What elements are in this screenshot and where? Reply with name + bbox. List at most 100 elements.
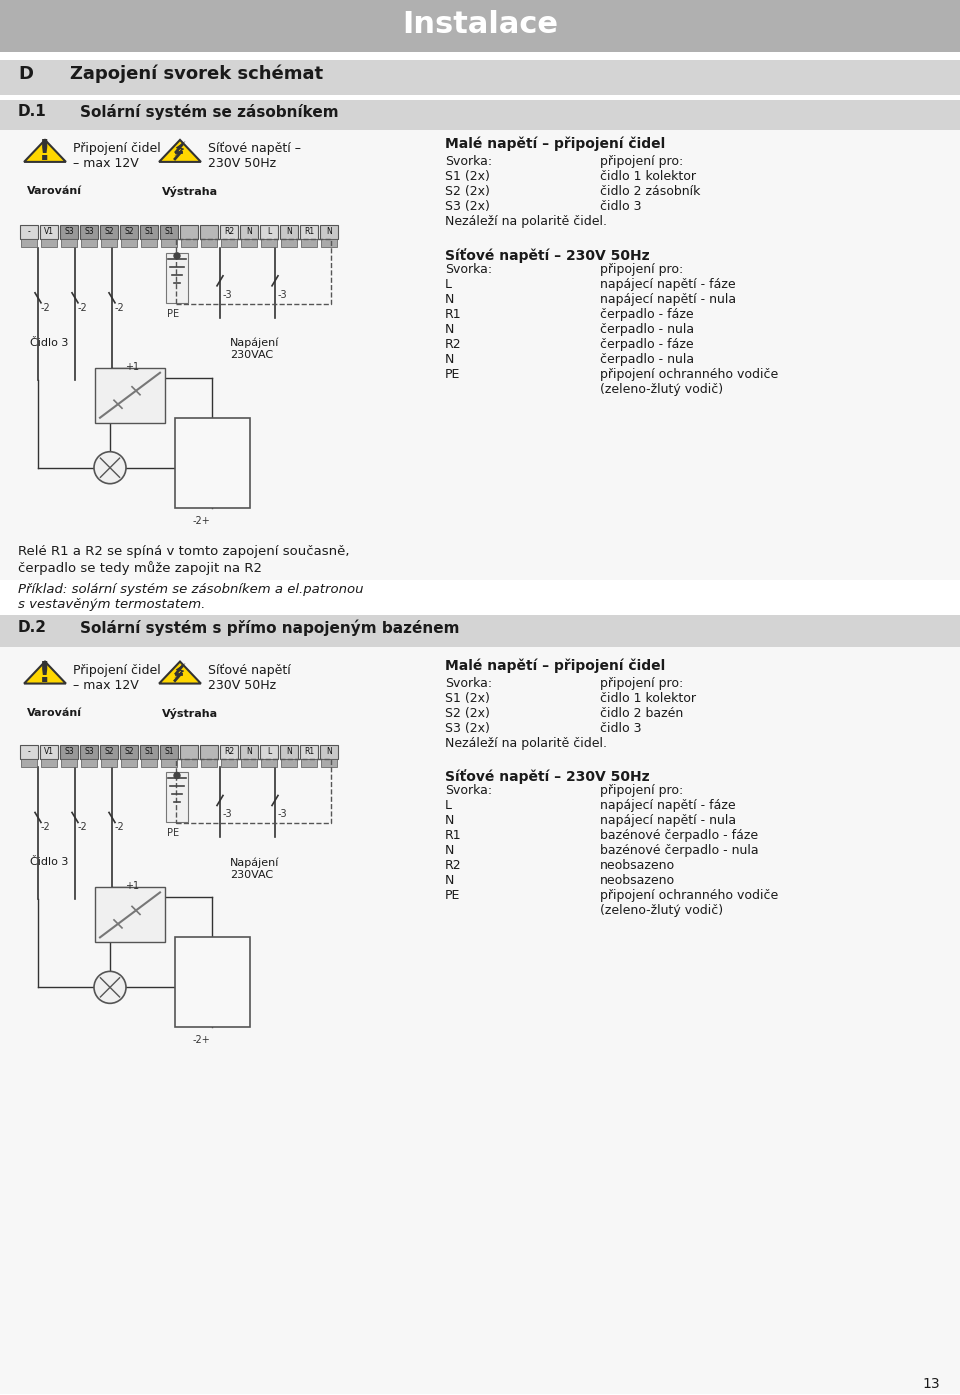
Text: R2: R2 <box>224 746 234 756</box>
Text: neobsazeno: neobsazeno <box>600 859 675 872</box>
Text: S1: S1 <box>164 746 174 756</box>
Bar <box>141 239 157 247</box>
Text: -2: -2 <box>78 823 87 833</box>
Bar <box>280 225 298 239</box>
Text: ⚡: ⚡ <box>172 141 186 160</box>
Polygon shape <box>24 661 66 684</box>
Text: PE: PE <box>445 890 461 903</box>
Bar <box>0 0 960 52</box>
Bar <box>180 745 198 759</box>
Text: připojení pro:: připojení pro: <box>600 262 684 276</box>
Text: S2 (2x): S2 (2x) <box>445 706 490 720</box>
Bar <box>181 759 197 767</box>
Bar <box>260 225 278 239</box>
Text: Svorka:: Svorka: <box>445 784 492 798</box>
Bar <box>121 759 137 767</box>
Text: Výstraha: Výstraha <box>162 707 218 718</box>
Bar <box>220 225 238 239</box>
Bar <box>95 887 165 943</box>
Text: napájecí napětí - nula: napájecí napětí - nula <box>600 815 736 827</box>
Text: S3 (2x): S3 (2x) <box>445 721 490 735</box>
Text: R1: R1 <box>445 308 462 321</box>
Bar <box>40 745 58 759</box>
Bar <box>320 745 338 759</box>
Text: Čidlo 3: Čidlo 3 <box>30 858 68 868</box>
Text: N: N <box>246 746 252 756</box>
Text: -3: -3 <box>223 290 232 300</box>
Text: připojení pro:: připojení pro: <box>600 155 684 167</box>
Text: čidlo 1 kolektor: čidlo 1 kolektor <box>600 692 696 704</box>
Text: Síťové napětí – 230V 50Hz: Síťové napětí – 230V 50Hz <box>445 248 650 262</box>
Bar <box>61 239 77 247</box>
Bar <box>61 759 77 767</box>
Text: S2: S2 <box>124 746 133 756</box>
Bar <box>0 130 960 579</box>
Text: S1 (2x): S1 (2x) <box>445 170 490 183</box>
Text: S3: S3 <box>64 227 74 236</box>
Bar <box>95 368 165 423</box>
Bar <box>161 759 177 767</box>
Bar <box>140 745 158 759</box>
Text: Síťové napětí 
230V 50Hz: Síťové napětí 230V 50Hz <box>208 664 295 692</box>
Bar <box>60 225 78 239</box>
Bar <box>301 239 317 247</box>
Text: L: L <box>445 278 452 290</box>
Text: čidlo 3: čidlo 3 <box>600 199 641 213</box>
Text: R1: R1 <box>445 830 462 843</box>
Bar <box>80 225 98 239</box>
Bar <box>101 759 117 767</box>
Text: +1: +1 <box>125 882 139 891</box>
Text: čerpadlo - nula: čerpadlo - nula <box>600 322 694 336</box>
Text: čerpadlo - nula: čerpadlo - nula <box>600 353 694 365</box>
Text: Čidlo 3: Čidlo 3 <box>30 338 68 347</box>
Text: N: N <box>246 227 252 236</box>
Bar <box>120 745 138 759</box>
Text: Varování: Varování <box>27 186 82 195</box>
Bar <box>80 745 98 759</box>
Text: Výstraha: Výstraha <box>162 186 218 197</box>
Text: N: N <box>286 227 292 236</box>
Text: S1: S1 <box>144 746 154 756</box>
Text: 13: 13 <box>923 1377 940 1391</box>
Text: R1: R1 <box>304 227 314 236</box>
Text: L: L <box>267 227 271 236</box>
Bar <box>20 745 38 759</box>
Text: Příklad: solární systém se zásobníkem a el.patronou
s vestavěným termostatem.: Příklad: solární systém se zásobníkem a … <box>18 583 364 611</box>
Text: čidlo 3: čidlo 3 <box>600 721 641 735</box>
Bar <box>176 759 331 823</box>
Text: S3: S3 <box>84 227 94 236</box>
Text: S1: S1 <box>144 227 154 236</box>
Text: připojení pro:: připojení pro: <box>600 784 684 798</box>
Text: N: N <box>445 815 454 827</box>
Text: bazénové čerpadlo - fáze: bazénové čerpadlo - fáze <box>600 830 758 843</box>
Text: čerpadlo - fáze: čerpadlo - fáze <box>600 308 694 321</box>
Text: N: N <box>445 322 454 336</box>
Text: N: N <box>286 746 292 756</box>
Bar <box>60 745 78 759</box>
Text: Připojení čidel
– max 12V: Připojení čidel – max 12V <box>73 664 160 692</box>
Text: V1: V1 <box>44 746 54 756</box>
Text: připojení pro:: připojení pro: <box>600 677 684 689</box>
Bar <box>81 239 97 247</box>
Text: S2: S2 <box>105 227 113 236</box>
Bar <box>0 100 960 130</box>
Text: S2: S2 <box>124 227 133 236</box>
Text: S3: S3 <box>64 746 74 756</box>
Bar <box>41 239 57 247</box>
Text: Svorka:: Svorka: <box>445 677 492 689</box>
Text: Relé R1 a R2 se spíná v tomto zapojení současně,: Relé R1 a R2 se spíná v tomto zapojení s… <box>18 544 349 558</box>
Bar <box>81 759 97 767</box>
Text: (zeleno-žlutý vodič): (zeleno-žlutý vodič) <box>600 904 723 918</box>
Text: N: N <box>445 293 454 306</box>
Text: ⚡: ⚡ <box>172 663 186 682</box>
Bar <box>140 225 158 239</box>
Text: čidlo 2 zásobník: čidlo 2 zásobník <box>600 186 701 198</box>
Text: -2: -2 <box>78 303 87 312</box>
Bar <box>21 759 37 767</box>
Bar <box>261 239 277 247</box>
Bar <box>101 239 117 247</box>
Text: Malé napětí – připojení čidel: Malé napětí – připojení čidel <box>445 658 665 672</box>
Text: S3 (2x): S3 (2x) <box>445 199 490 213</box>
Text: napájecí napětí - fáze: napájecí napětí - fáze <box>600 799 735 812</box>
Bar <box>241 239 257 247</box>
